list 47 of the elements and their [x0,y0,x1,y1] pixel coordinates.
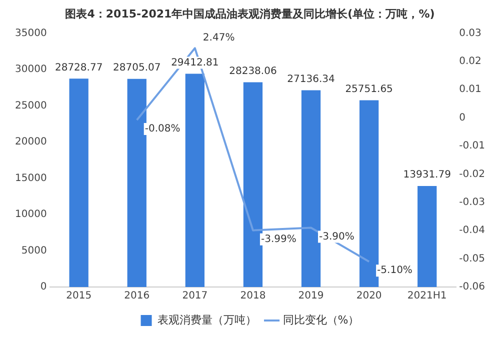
x-tick-label: 2015 [66,290,92,302]
bar [301,90,321,287]
x-tick-label: 2021H1 [407,290,447,302]
y2-tick-label: 0.03 [459,28,482,39]
y2-tick-label: -0.01 [459,140,485,152]
legend-label: 表观消费量（万吨） [157,313,256,326]
y2-tick-label: 0.02 [459,56,482,67]
data-label: 2.47% [202,32,235,44]
bar [185,74,204,287]
bar [243,82,263,287]
x-tick-label: 2016 [124,290,150,302]
data-label: 28705.07 [113,62,161,74]
y2-tick-label: 0 [459,112,466,124]
chart-title: 图表4：2015-2021年中国成品油表观消费量及同比增长(单位：万吨，%) [65,7,435,20]
y-tick-label: 0 [40,282,47,293]
data-label: 29412.81 [171,57,219,68]
x-tick-label: 2020 [356,290,382,302]
bar [127,78,146,287]
bar [359,100,379,287]
data-label: 28728.77 [54,62,103,74]
data-label: 13931.79 [403,170,451,181]
y2-tick-label: -0.04 [459,225,485,236]
y-tick-label: 25000 [15,100,47,112]
y-tick-label: 35000 [15,28,47,39]
legend-label: 同比变化（%） [282,313,360,326]
data-label: -5.10% [377,265,412,276]
y-tick-label: 15000 [15,172,47,184]
data-label: 25751.65 [345,84,393,95]
data-label: -3.99% [260,234,296,245]
y-tick-label: 20000 [15,136,47,148]
data-label: 28238.06 [229,66,277,77]
y-tick-label: 30000 [15,64,47,76]
x-tick-label: 2018 [240,290,266,302]
y2-tick-label: -0.02 [459,168,485,180]
bar [69,78,88,287]
data-label: 27136.34 [287,74,335,85]
data-label: -3.90% [319,231,354,242]
y-tick-label: 10000 [15,209,47,220]
y2-tick-label: -0.05 [459,253,485,264]
y2-tick-label: -0.06 [459,282,485,293]
bar [418,186,437,287]
x-tick-label: 2019 [298,290,324,302]
y2-tick-label: 0.01 [459,84,482,96]
x-tick-label: 2017 [182,290,208,302]
y-tick-label: 5000 [21,245,47,256]
y2-tick-label: -0.03 [459,196,485,208]
data-label: -0.08% [144,124,180,135]
